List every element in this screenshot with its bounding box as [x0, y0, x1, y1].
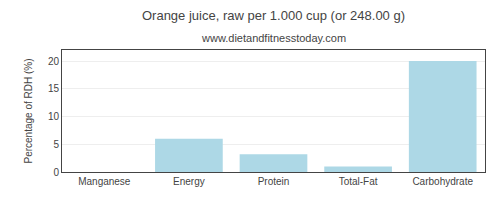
- svg-text:0: 0: [53, 167, 59, 178]
- svg-text:20: 20: [48, 56, 60, 67]
- svg-text:10: 10: [48, 111, 60, 122]
- svg-text:www.dietandfitnesstoday.com: www.dietandfitnesstoday.com: [201, 32, 346, 44]
- svg-text:Percentage of RDH (%): Percentage of RDH (%): [23, 58, 34, 163]
- svg-text:Orange juice, raw per 1.000 cu: Orange juice, raw per 1.000 cup (or 248.…: [142, 8, 405, 23]
- svg-text:5: 5: [53, 139, 59, 150]
- svg-text:Protein: Protein: [258, 176, 290, 187]
- svg-text:Energy: Energy: [173, 176, 205, 187]
- svg-text:Total-Fat: Total-Fat: [339, 176, 378, 187]
- svg-text:Manganese: Manganese: [78, 176, 131, 187]
- svg-text:Carbohydrate: Carbohydrate: [412, 176, 473, 187]
- svg-text:15: 15: [48, 83, 60, 94]
